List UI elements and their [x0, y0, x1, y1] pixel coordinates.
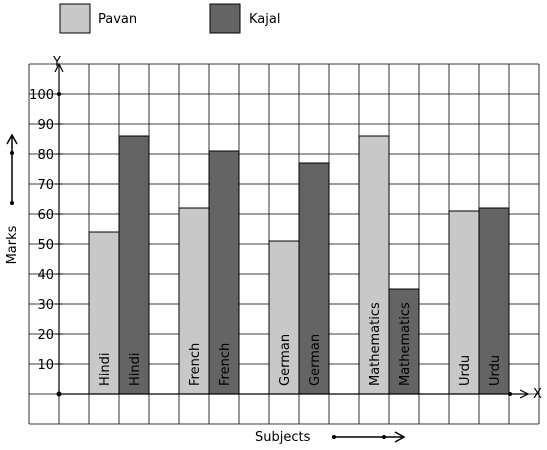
- bar-label-hindi-pavan: Hindi: [98, 353, 113, 387]
- bar-label-french-pavan: French: [188, 343, 203, 386]
- bars: [88, 135, 510, 395]
- x-label-arrow-dot-1: [332, 435, 336, 439]
- x-axis-arrow: [519, 389, 530, 399]
- bar-label-german-pavan: German: [278, 334, 293, 386]
- y-tick-label: 60: [37, 208, 54, 223]
- bar-french-kajal: [208, 150, 240, 395]
- y-axis-arrow: [54, 62, 64, 73]
- legend-label-kajal: Kajal: [249, 12, 280, 27]
- bar-label-hindi-kajal: Hindi: [128, 353, 143, 387]
- bar-german-kajal: [298, 162, 330, 395]
- bar-hindi-pavan: [88, 231, 120, 395]
- bar-french-pavan: [178, 207, 210, 395]
- bar-german-pavan: [268, 240, 300, 395]
- y-tick-label: 100: [29, 88, 54, 103]
- bar-label-urdu-pavan: Urdu: [458, 355, 473, 386]
- x-axis-letter: X: [533, 387, 542, 402]
- y-tick-label: 80: [37, 148, 54, 163]
- y-axis-letter: Y: [52, 55, 61, 70]
- y-tick-labels: 10 20 30 40 50 60 70 80 90 100: [29, 88, 63, 373]
- bar-labels: Hindi Hindi French French German German Mathem…: [98, 302, 503, 386]
- origin-dot: [56, 391, 62, 397]
- y-label-arrow-dot-2: [10, 201, 14, 205]
- bar-urdu-kajal: [478, 207, 510, 395]
- y-tick-label: 10: [37, 358, 54, 373]
- x-axis-label: Subjects: [255, 430, 311, 445]
- legend-swatch-pavan: [59, 3, 91, 34]
- x-axis-arrow-dot: [508, 392, 512, 396]
- bar-label-mathematics-pavan: Mathematics: [368, 302, 383, 386]
- bar-urdu-pavan: [448, 210, 480, 395]
- x-label-arrow-head: [394, 431, 406, 443]
- x-label-arrow-dot-2: [382, 435, 386, 439]
- y-tick-label: 90: [37, 118, 54, 133]
- bar-hindi-kajal: [118, 135, 150, 395]
- bar-mathematics-kajal: [388, 288, 420, 395]
- bar-mathematics-pavan: [358, 135, 390, 395]
- legend: Pavan Kajal: [59, 3, 280, 34]
- legend-swatch-kajal: [209, 3, 241, 34]
- bar-label-mathematics-kajal: Mathematics: [398, 302, 413, 386]
- bar-label-french-kajal: French: [218, 343, 233, 386]
- y-label-arrow-dot-1: [10, 151, 14, 155]
- axes: Y X: [52, 55, 542, 402]
- y-tick-label: 40: [37, 268, 54, 283]
- y-tick-label: 20: [37, 328, 54, 343]
- y-tick-label: 50: [37, 238, 54, 253]
- y-label-arrow-head: [6, 133, 18, 145]
- bar-label-german-kajal: German: [308, 334, 323, 386]
- bar-label-urdu-kajal: Urdu: [488, 355, 503, 386]
- x-axis-label-group: Subjects: [255, 430, 406, 445]
- y-tick-label: 30: [37, 298, 54, 313]
- y-tick-label: 70: [37, 178, 54, 193]
- legend-label-pavan: Pavan: [98, 12, 137, 27]
- y-axis-label-group: Marks: [5, 133, 20, 264]
- y-axis-label: Marks: [5, 225, 20, 264]
